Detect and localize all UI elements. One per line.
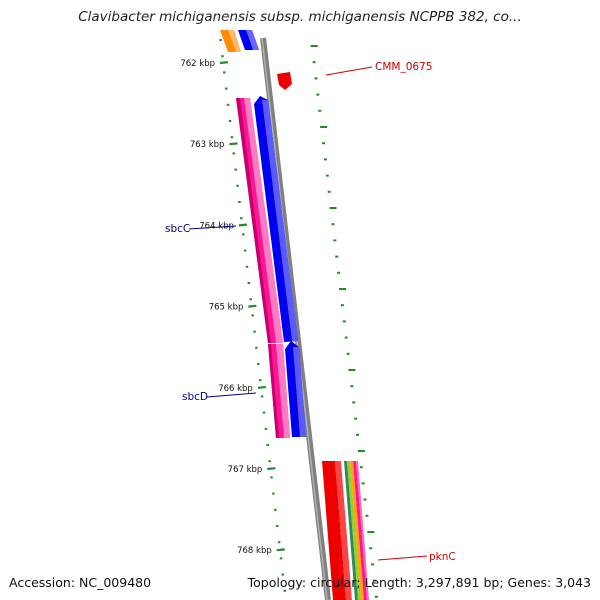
sbcD-leader: [206, 392, 257, 398]
cmm0675-label[interactable]: CMM_0675: [375, 61, 432, 73]
ruler-major-tick: [238, 223, 248, 227]
sbcC-leader: [188, 225, 237, 230]
ruler-major-tick: [219, 61, 229, 65]
pknC-cluster[interactable]: [322, 461, 369, 600]
outer-ruler-ring: [310, 45, 378, 598]
ruler-major-tick: [257, 385, 266, 389]
pknC-leader: [377, 555, 428, 561]
pknC-label[interactable]: pknC: [429, 551, 456, 563]
ruler-tick-label: 766 kbp: [218, 384, 253, 394]
sbcD-label[interactable]: sbcD: [182, 391, 208, 403]
ruler-tick-label: 765 kbp: [209, 303, 244, 313]
genome-backbone: [260, 37, 331, 600]
ruler-tick-label: 767 kbp: [228, 465, 263, 475]
ruler-major-tick: [267, 467, 276, 471]
accession-text: Accession: NC_009480: [9, 575, 152, 590]
ruler-ticks: 762 kbp 763 kbp 764 kbp 765 kbp 766 kbp 767 k…: [180, 59, 285, 556]
ruler-tick-label: 763 kbp: [190, 140, 225, 150]
ruler-major-tick: [276, 548, 285, 552]
sbcC-label[interactable]: sbcC: [165, 223, 190, 235]
cmm0675-feature[interactable]: [277, 72, 292, 90]
inner-ruler-ring: [219, 39, 286, 592]
genome-summary: Topology: circular; Length: 3,297,891 bp…: [247, 575, 591, 590]
ruler-tick-label: 764 kbp: [199, 221, 234, 231]
ruler-tick-label: 768 kbp: [237, 546, 272, 556]
ruler-major-tick: [248, 304, 257, 308]
ruler-major-tick: [229, 142, 238, 146]
map-title: Clavibacter michiganensis subsp. michiga…: [78, 9, 522, 25]
ruler-tick-label: 762 kbp: [180, 59, 215, 69]
cmm0675-leader: [325, 66, 373, 76]
